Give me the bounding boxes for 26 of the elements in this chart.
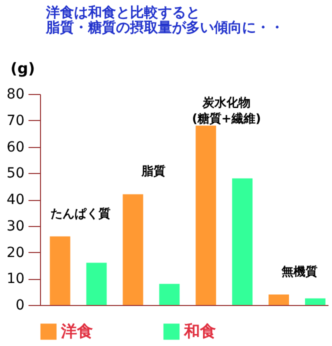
y-tick-label: 40 [6, 192, 24, 208]
y-tick-label: 10 [6, 271, 24, 288]
chart-subtitle: 脂質・糖質の摂取量が多い傾向に・・ [45, 19, 284, 36]
y-tick-label: 60 [6, 139, 24, 156]
y-tick-label: 50 [6, 166, 24, 182]
x-tick-label: 炭水化物 (糖質+繊維) [192, 96, 261, 126]
bar [268, 294, 289, 305]
bar [305, 298, 326, 305]
bar [50, 236, 70, 305]
bar [86, 262, 107, 305]
x-tick-label: 無機質 [280, 264, 318, 278]
x-tick-label: たんぱく質 [50, 206, 111, 220]
y-tick-label: 0 [16, 298, 24, 314]
chart-title: 洋食は和食と比較すると [45, 5, 200, 21]
bar [232, 178, 253, 305]
bar [196, 126, 216, 305]
y-tick-label: 30 [6, 218, 24, 234]
x-tick-label: 脂質 [140, 164, 166, 178]
bar [159, 284, 180, 305]
legend-label: 和食 [183, 322, 216, 341]
bar [122, 194, 144, 305]
y-tick-label: 80 [6, 86, 24, 102]
y-axis-title: (g) [10, 60, 35, 78]
legend-label: 洋食 [60, 322, 93, 341]
y-tick-label: 20 [6, 244, 24, 261]
y-tick-label: 70 [6, 112, 24, 129]
